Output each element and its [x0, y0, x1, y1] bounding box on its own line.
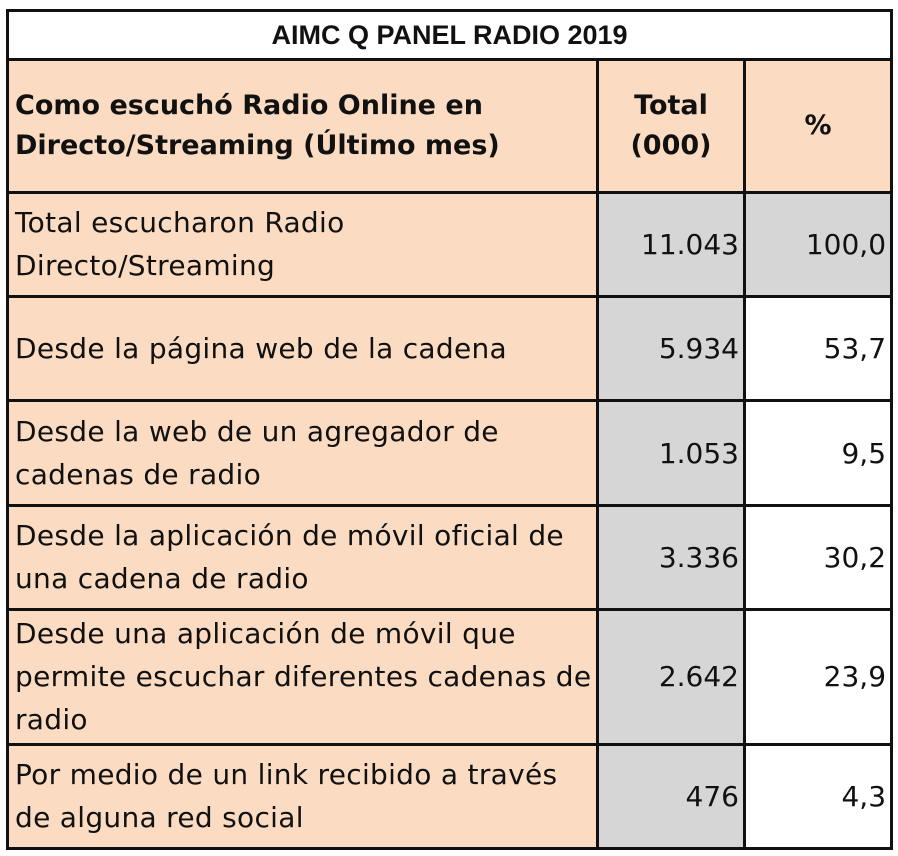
- row-percent: 100,0: [742, 190, 894, 299]
- row-percent: 30,2: [742, 503, 894, 612]
- header-label: Como escuchó Radio Online en Directo/Str…: [6, 58, 599, 194]
- row-percent: 4,3: [742, 742, 894, 851]
- header-percent: %: [742, 58, 894, 194]
- header-row: Como escuchó Radio Online en Directo/Str…: [6, 58, 894, 194]
- row-total: 1.053: [596, 399, 746, 507]
- row-percent: 23,9: [742, 608, 894, 746]
- row-total: 11.043: [596, 190, 746, 299]
- table-row: Total escucharon Radio Directo/Streaming…: [6, 190, 894, 299]
- row-total: 476: [596, 742, 746, 851]
- row-label: Por medio de un link recibido a través d…: [6, 742, 599, 851]
- row-total: 3.336: [596, 503, 746, 612]
- row-label: Total escucharon Radio Directo/Streaming: [6, 190, 599, 299]
- row-percent: 53,7: [742, 294, 894, 403]
- header-total: Total (000): [596, 58, 746, 194]
- table-row: Desde la página web de la cadena 5.934 5…: [6, 294, 894, 403]
- table-row: Por medio de un link recibido a través d…: [6, 742, 894, 851]
- row-percent: 9,5: [742, 399, 894, 507]
- radio-table: AIMC Q PANEL RADIO 2019 Como escuchó Rad…: [5, 8, 894, 851]
- table-title: AIMC Q PANEL RADIO 2019: [5, 8, 894, 62]
- table-row: Desde la web de un agregador de cadenas …: [6, 399, 894, 507]
- row-label: Desde una aplicación de móvil que permit…: [6, 608, 599, 746]
- table-row: Desde una aplicación de móvil que permit…: [6, 608, 894, 746]
- row-total: 5.934: [596, 294, 746, 403]
- row-label: Desde la web de un agregador de cadenas …: [6, 399, 599, 507]
- row-label: Desde la aplicación de móvil oficial de …: [6, 503, 599, 612]
- row-total: 2.642: [596, 608, 746, 746]
- row-label: Desde la página web de la cadena: [6, 294, 599, 403]
- table-row: Desde la aplicación de móvil oficial de …: [6, 503, 894, 612]
